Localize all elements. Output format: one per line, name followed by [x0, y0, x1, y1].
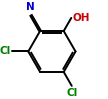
Text: N: N	[26, 2, 35, 12]
Text: Cl: Cl	[66, 88, 77, 98]
Text: OH: OH	[73, 13, 90, 23]
Text: Cl: Cl	[0, 47, 11, 57]
